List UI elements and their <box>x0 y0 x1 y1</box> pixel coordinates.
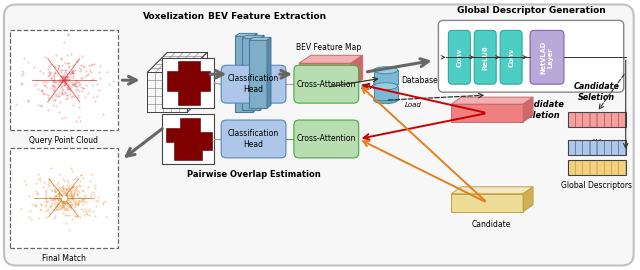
Polygon shape <box>451 97 533 104</box>
Bar <box>611 160 618 175</box>
Text: Global Descriptor Generation: Global Descriptor Generation <box>457 6 605 15</box>
Bar <box>575 140 582 155</box>
Text: Candidate
Seletion: Candidate Seletion <box>574 82 620 102</box>
FancyBboxPatch shape <box>221 120 286 158</box>
FancyBboxPatch shape <box>4 5 634 265</box>
Bar <box>597 160 604 175</box>
Bar <box>10 148 118 248</box>
Polygon shape <box>166 118 212 160</box>
Bar <box>10 31 118 130</box>
Bar <box>597 140 604 155</box>
Bar <box>575 160 582 175</box>
Ellipse shape <box>374 83 397 90</box>
Ellipse shape <box>374 67 397 74</box>
Text: Candidate
Seletion: Candidate Seletion <box>517 100 565 120</box>
Bar <box>374 70 397 84</box>
Text: Load: Load <box>404 102 421 108</box>
FancyBboxPatch shape <box>530 31 564 84</box>
Bar <box>582 160 589 175</box>
Bar <box>597 112 604 127</box>
Text: ReLU6: ReLU6 <box>482 45 488 70</box>
Polygon shape <box>168 61 210 105</box>
Bar <box>235 36 253 112</box>
Bar <box>568 140 575 155</box>
Polygon shape <box>451 104 523 122</box>
Bar <box>575 112 582 127</box>
Bar <box>163 58 214 108</box>
Bar <box>249 40 267 108</box>
Text: Cross-Attention: Cross-Attention <box>296 134 356 143</box>
Text: BEV Feature Map: BEV Feature Map <box>296 43 362 52</box>
Polygon shape <box>299 55 363 63</box>
Text: Conv: Conv <box>508 48 514 67</box>
FancyBboxPatch shape <box>438 21 624 92</box>
Text: Candidate: Candidate <box>472 220 511 229</box>
Bar <box>568 112 575 127</box>
Bar <box>618 112 625 127</box>
Polygon shape <box>242 35 264 38</box>
Polygon shape <box>299 63 351 87</box>
Bar <box>568 160 626 175</box>
Polygon shape <box>351 55 363 87</box>
Bar <box>568 160 575 175</box>
Text: Classification
Head: Classification Head <box>228 75 279 94</box>
FancyBboxPatch shape <box>294 65 358 103</box>
Ellipse shape <box>374 81 397 88</box>
Bar <box>611 140 618 155</box>
Bar <box>604 160 611 175</box>
Bar <box>604 140 611 155</box>
Text: Final Match: Final Match <box>42 254 86 262</box>
Bar <box>582 112 589 127</box>
Polygon shape <box>235 33 257 36</box>
Text: Cross-Attention: Cross-Attention <box>296 80 356 89</box>
Bar <box>611 112 618 127</box>
Bar <box>618 160 625 175</box>
Text: Global Descriptors: Global Descriptors <box>561 181 632 190</box>
Bar <box>582 140 589 155</box>
Bar <box>604 112 611 127</box>
Polygon shape <box>253 33 257 112</box>
FancyBboxPatch shape <box>449 31 470 84</box>
Polygon shape <box>523 97 533 122</box>
FancyBboxPatch shape <box>294 120 358 158</box>
Text: Query Point Cloud: Query Point Cloud <box>29 136 99 145</box>
Bar <box>589 140 596 155</box>
Ellipse shape <box>374 97 397 104</box>
Text: Save: Save <box>361 84 378 90</box>
Bar <box>163 114 214 164</box>
Bar <box>242 38 260 110</box>
Bar <box>568 112 626 127</box>
Text: NetVLAD
Layer: NetVLAD Layer <box>541 41 554 74</box>
Text: BEV Feature Extraction: BEV Feature Extraction <box>208 12 326 21</box>
Bar <box>374 86 397 100</box>
FancyBboxPatch shape <box>221 65 286 103</box>
Polygon shape <box>260 35 264 110</box>
Bar <box>589 160 596 175</box>
FancyBboxPatch shape <box>474 31 496 84</box>
Polygon shape <box>267 37 271 108</box>
Bar <box>618 140 625 155</box>
Polygon shape <box>451 194 523 212</box>
Text: Database: Database <box>401 76 438 85</box>
Text: Voxelization: Voxelization <box>143 12 205 21</box>
Text: Classification
Head: Classification Head <box>228 129 279 149</box>
Text: Pairwise Overlap Estimation: Pairwise Overlap Estimation <box>187 170 321 179</box>
Bar <box>589 112 596 127</box>
FancyBboxPatch shape <box>500 31 522 84</box>
Polygon shape <box>523 187 533 212</box>
Polygon shape <box>451 187 533 194</box>
Bar <box>568 140 626 155</box>
Text: Conv: Conv <box>456 48 462 67</box>
Text: ...: ... <box>591 132 602 142</box>
Polygon shape <box>249 37 271 40</box>
